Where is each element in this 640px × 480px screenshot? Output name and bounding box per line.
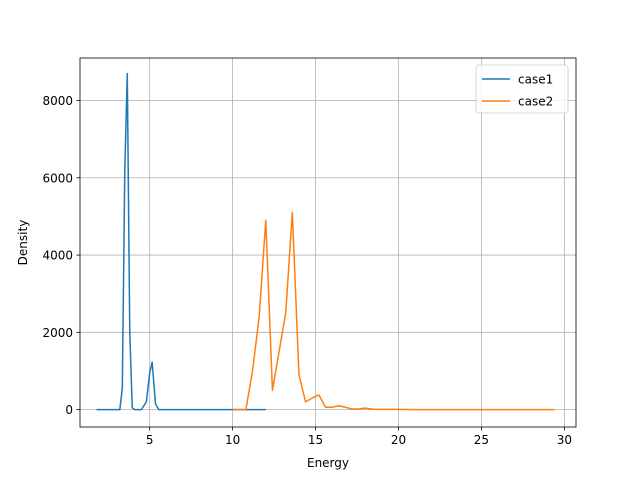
plot-frame [79,57,577,428]
x-tick-label: 30 [557,433,572,447]
x-tick-label: 5 [146,433,154,447]
legend: case1 case2 [475,64,569,114]
y-axis-label: Density [16,220,30,266]
legend-label-case1: case1 [518,73,553,87]
x-axis-ticks: 5 10 15 20 25 30 [146,427,572,447]
x-tick-label: 15 [308,433,323,447]
x-axis-label: Energy [307,456,349,470]
series-line-case1 [96,72,266,411]
y-tick-label: 4000 [42,249,73,263]
y-tick-label: 8000 [42,94,73,108]
series-lines [96,72,555,411]
y-tick-label: 0 [65,403,73,417]
legend-label-case2: case2 [518,95,553,109]
x-tick-label: 25 [474,433,489,447]
y-tick-label: 6000 [42,171,73,185]
x-tick-label: 20 [391,433,406,447]
x-tick-label: 10 [225,433,240,447]
y-axis-ticks: 0 2000 4000 6000 8000 [42,94,80,417]
y-tick-label: 2000 [42,326,73,340]
plot-area [80,58,576,427]
series-line-case2 [232,211,555,411]
